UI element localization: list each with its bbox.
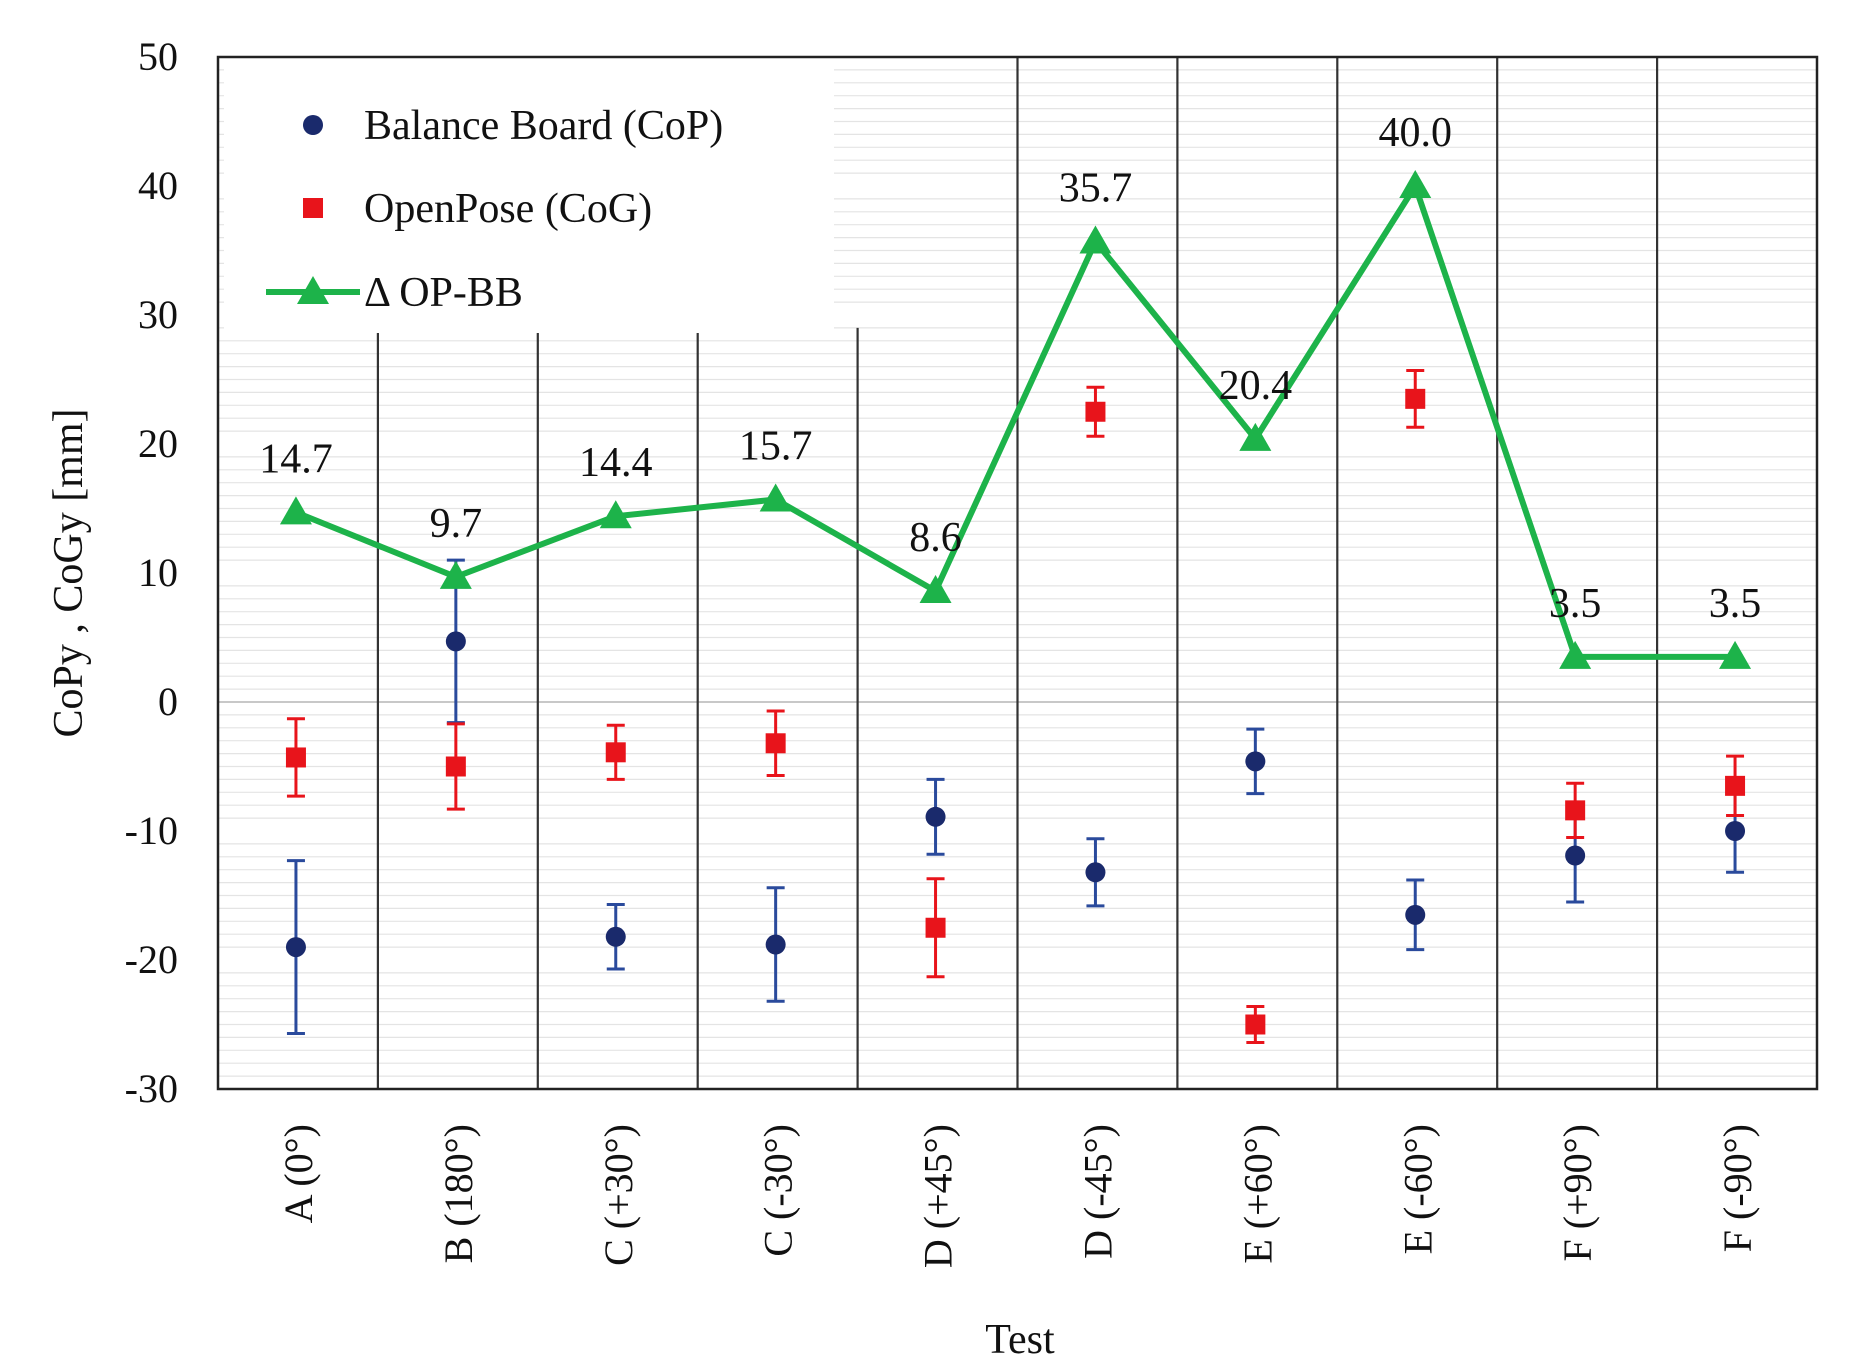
cog-point xyxy=(605,742,626,763)
delta-data-label: 20.4 xyxy=(1219,363,1293,409)
y-axis-title: CoPy , CoGy [mm] xyxy=(46,408,92,737)
x-tick-label: E (+60°) xyxy=(1235,1124,1280,1264)
y-tick-label: 20 xyxy=(138,421,178,466)
x-tick-label: D (-45°) xyxy=(1075,1124,1120,1259)
delta-data-label: 15.7 xyxy=(739,423,813,469)
x-tick-label: F (+90°) xyxy=(1555,1124,1600,1261)
cog-point xyxy=(1245,1014,1266,1035)
x-tick-label: E (-60°) xyxy=(1395,1124,1440,1254)
delta-data-label: 8.6 xyxy=(909,515,962,561)
delta-data-label: 14.7 xyxy=(259,436,333,482)
x-axis-title: Test xyxy=(985,1317,1055,1363)
cog-point xyxy=(1565,800,1586,821)
cog-point xyxy=(765,733,786,754)
legend-delta-marker xyxy=(297,276,329,304)
delta-data-label: 9.7 xyxy=(430,501,483,547)
legend-cop-marker xyxy=(303,115,323,135)
cog-point xyxy=(1725,775,1746,796)
delta-data-label: 14.4 xyxy=(579,440,653,486)
cog-point xyxy=(925,917,946,938)
y-tick-label: 40 xyxy=(138,163,178,208)
plot-frame xyxy=(216,55,1819,1091)
delta-data-label: 3.5 xyxy=(1709,581,1762,627)
series-layer xyxy=(279,170,1752,1045)
legend-label: Δ OP-BB xyxy=(364,270,523,316)
y-tick-label: 10 xyxy=(138,550,178,595)
cop-point xyxy=(605,926,626,947)
cop-point xyxy=(1405,904,1426,925)
delta-point xyxy=(279,496,312,525)
cog-point xyxy=(445,756,466,777)
cop-point xyxy=(1085,862,1106,883)
y-tick-label: -30 xyxy=(125,1066,178,1111)
delta-point xyxy=(919,575,952,604)
delta-data-label: 3.5 xyxy=(1549,581,1602,627)
y-tick-label: 0 xyxy=(158,679,178,724)
legend: Balance Board (CoP) OpenPose (CoG) Δ OP-BB xyxy=(224,61,834,333)
y-tick-label: -10 xyxy=(125,808,178,853)
delta-point xyxy=(1399,170,1432,198)
cop-point xyxy=(285,937,306,958)
delta-point xyxy=(599,500,632,529)
cog-point xyxy=(285,747,306,768)
delta-point xyxy=(439,560,472,589)
cop-point xyxy=(925,806,946,827)
legend-cog-marker xyxy=(303,198,323,218)
data-labels: 14.7 9.7 14.4 15.7 8.6 35.7 20.4 40.0 3.5 3.5 xyxy=(259,110,1761,627)
y-tick-label: -20 xyxy=(125,937,178,982)
cog-point xyxy=(1405,388,1426,409)
cop-point xyxy=(1245,751,1266,772)
x-tick-label: C (-30°) xyxy=(756,1124,801,1257)
cog-point xyxy=(1085,401,1106,422)
x-tick-labels: A (0°) B (180°) C (+30°) C (-30°) D (+45°) D … xyxy=(276,1124,1760,1268)
delta-point xyxy=(1559,640,1592,669)
x-tick-label: F (-90°) xyxy=(1715,1124,1760,1252)
delta-series-line xyxy=(294,183,1736,660)
cop-point xyxy=(1565,845,1586,866)
delta-data-label: 35.7 xyxy=(1059,165,1133,211)
y-tick-labels: -30 -20 -10 0 10 20 30 40 50 xyxy=(125,34,178,1111)
y-tick-label: 50 xyxy=(138,34,178,79)
delta-data-label: 40.0 xyxy=(1379,110,1453,156)
cop-point xyxy=(445,631,466,652)
x-tick-label: B (180°) xyxy=(436,1124,481,1263)
legend-background xyxy=(224,61,834,333)
x-tick-label: C (+30°) xyxy=(596,1124,641,1266)
legend-label: OpenPose (CoG) xyxy=(364,186,652,232)
cop-point xyxy=(765,934,786,955)
x-tick-label: A (0°) xyxy=(276,1124,321,1223)
x-tick-label: D (+45°) xyxy=(916,1124,961,1268)
delta-point xyxy=(1719,640,1752,669)
cop-point xyxy=(1725,821,1746,841)
delta-point xyxy=(1239,422,1272,451)
delta-point xyxy=(759,483,792,512)
delta-point xyxy=(1079,225,1112,254)
legend-label: Balance Board (CoP) xyxy=(364,103,723,149)
y-tick-label: 30 xyxy=(138,292,178,337)
